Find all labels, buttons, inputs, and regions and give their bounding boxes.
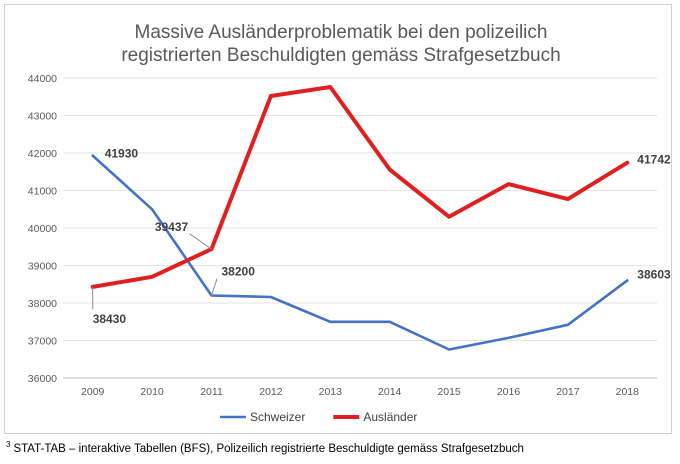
data-label-leader: [211, 278, 218, 296]
legend: Schweizer Ausländer: [220, 410, 417, 424]
chart-title-line-2: registrierten Beschuldigten gemäss Straf…: [121, 45, 560, 66]
gridlines: [63, 77, 657, 379]
y-tick-label: 41000: [28, 186, 57, 198]
y-tick-label: 44000: [28, 73, 57, 85]
data-label: 41930: [105, 147, 139, 161]
x-tick-label: 2012: [259, 386, 283, 398]
x-tick-label: 2014: [378, 386, 402, 398]
y-tick-label: 39000: [28, 261, 57, 273]
legend-label: Schweizer: [250, 410, 305, 424]
series-line-auslaender: [90, 85, 630, 289]
data-label: 39437: [155, 220, 189, 234]
data-label-leader: [189, 233, 212, 250]
y-tick-label: 40000: [28, 223, 57, 235]
x-tick-label: 2011: [200, 386, 223, 398]
x-axis-ticks: 2009 2010 2011 2012 2013 2014 2015 2016 2017 2018: [81, 386, 639, 398]
data-label: 38430: [93, 312, 127, 326]
y-axis-ticks: 36000 37000 38000 39000 40000 41000 42000 43000…: [28, 73, 57, 385]
chart-frame: Massive Ausländerproblematik bei den pol…: [4, 4, 672, 434]
data-labels: 41930 38200 38603 38430 39437 41742: [92, 147, 671, 326]
data-label: 38200: [222, 265, 256, 279]
y-tick-label: 42000: [28, 148, 57, 160]
chart-title: Massive Ausländerproblematik bei den pol…: [121, 22, 560, 66]
chart-title-line-1: Massive Ausländerproblematik bei den pol…: [135, 22, 548, 43]
y-tick-label: 38000: [28, 298, 57, 310]
line-chart: Massive Ausländerproblematik bei den pol…: [28, 22, 671, 424]
x-tick-label: 2013: [319, 386, 343, 398]
footnote-text: STAT-TAB – interaktive Tabellen (BFS), P…: [13, 443, 524, 455]
y-tick-label: 43000: [28, 111, 57, 123]
data-label: 38603: [637, 267, 671, 281]
series-lines: [90, 85, 630, 351]
x-tick-label: 2016: [497, 386, 521, 398]
series-line-schweizer: [91, 154, 629, 351]
footnote-marker: 3: [6, 440, 11, 449]
data-label: 41742: [637, 153, 671, 167]
x-tick-label: 2015: [437, 386, 461, 398]
x-tick-label: 2009: [81, 386, 105, 398]
x-tick-label: 2018: [616, 386, 640, 398]
source-footnote: 3 STAT-TAB – interaktive Tabellen (BFS), …: [6, 440, 674, 455]
x-tick-label: 2010: [140, 386, 164, 398]
y-tick-label: 36000: [28, 373, 57, 385]
legend-label: Ausländer: [363, 410, 417, 424]
x-tick-label: 2017: [556, 386, 580, 398]
y-tick-label: 37000: [28, 336, 57, 348]
